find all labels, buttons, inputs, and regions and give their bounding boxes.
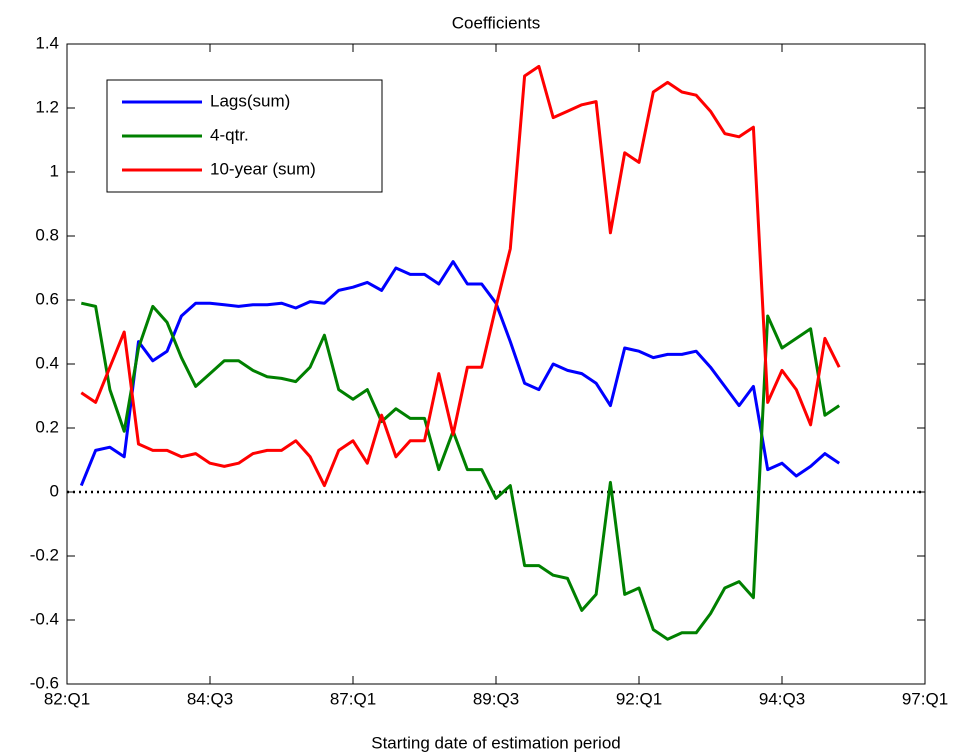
chart-title: Coefficients xyxy=(452,13,541,32)
x-tick-label: 82:Q1 xyxy=(44,689,90,708)
y-tick-label: 1 xyxy=(50,161,59,180)
legend: Lags(sum) 4-qtr. 10-year (sum) xyxy=(106,79,383,193)
y-tick-label: -0.6 xyxy=(30,673,59,692)
y-tick-label: 0 xyxy=(50,481,59,500)
y-tick-label: 0.2 xyxy=(35,417,59,436)
line-series xyxy=(80,301,841,641)
y-tick-label: -0.2 xyxy=(30,545,59,564)
y-tick-label: 0.4 xyxy=(35,353,59,372)
x-tick-label: 87:Q1 xyxy=(330,689,376,708)
x-tick-label: 89:Q3 xyxy=(473,689,519,708)
y-tick-label: 1.2 xyxy=(35,97,59,116)
y-tick-label: 1.4 xyxy=(35,33,59,52)
legend-label: 4-qtr. xyxy=(210,125,249,144)
legend-label: 10-year (sum) xyxy=(210,159,316,178)
x-axis-label: Starting date of estimation period xyxy=(371,733,620,752)
x-tick-label: 92:Q1 xyxy=(616,689,662,708)
line-series xyxy=(79,260,841,487)
x-tick-label: 94:Q3 xyxy=(759,689,805,708)
x-tick-label: 97:Q1 xyxy=(902,689,948,708)
y-tick-label: 0.6 xyxy=(35,289,59,308)
x-tick-label: 84:Q3 xyxy=(187,689,233,708)
y-tick-label: -0.4 xyxy=(30,609,59,628)
y-tick-label: 0.8 xyxy=(35,225,59,244)
legend-label: Lags(sum) xyxy=(210,91,290,110)
line-series xyxy=(80,64,841,488)
